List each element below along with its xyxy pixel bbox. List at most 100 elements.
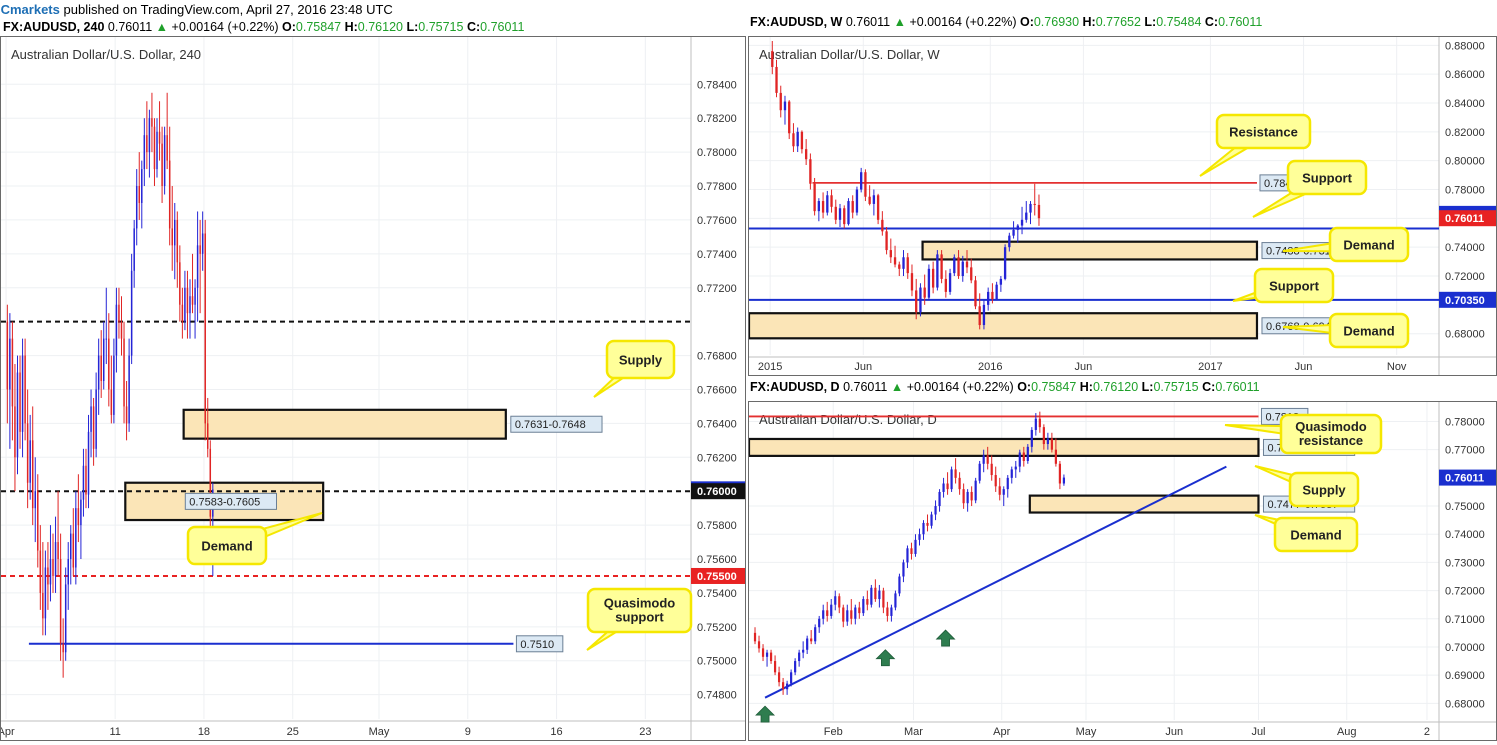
y-tick-label: 0.75200: [697, 622, 737, 634]
candle-body: [163, 135, 166, 187]
y-tick-label: 0.77000: [1445, 445, 1485, 457]
candle-body: [92, 406, 95, 449]
daily-last: 0.76011: [843, 380, 888, 394]
daily-up-arrow-icon: ▲: [890, 380, 904, 394]
weekly-high: 0.77652: [1095, 15, 1141, 29]
candle-body: [958, 477, 961, 490]
candle-body: [1012, 229, 1015, 236]
h4-chart[interactable]: 0.78400 0.78200 0.78000 0.77800 0.77600 0.774…: [0, 37, 745, 740]
candle-body: [966, 491, 969, 504]
candle-body: [878, 590, 881, 600]
candle-body: [189, 296, 191, 314]
candle-body: [123, 338, 125, 407]
candle-body: [868, 196, 871, 204]
price-badge-label: 0.70350: [1445, 295, 1485, 307]
candle-body: [135, 186, 138, 229]
candle-body: [194, 287, 196, 305]
callout-label: Support: [1269, 279, 1319, 294]
candle-body: [9, 338, 11, 390]
candle-body: [850, 610, 853, 619]
candle-body: [26, 423, 29, 483]
candle-body: [821, 201, 825, 213]
candle-body: [987, 291, 990, 305]
candle-body: [110, 389, 113, 415]
candle-body: [962, 489, 965, 504]
candle-body: [781, 682, 785, 690]
brand-link[interactable]: ICmarkets: [0, 2, 60, 17]
candle-body: [1038, 418, 1041, 428]
daily-ohlc-line: FX:AUDUSD, D 0.76011 ▲ +0.00164 (+0.22%)…: [750, 380, 1260, 394]
candle-body: [11, 338, 14, 407]
callout-label: Supply: [619, 353, 663, 368]
candle-body: [62, 643, 64, 653]
candle-body: [14, 406, 16, 458]
y-tick-label: 0.82000: [1445, 127, 1485, 139]
callout-box: [1253, 267, 1335, 304]
candle-body: [923, 287, 926, 298]
candle-body: [775, 66, 778, 93]
candle-body: [876, 195, 880, 220]
x-tick-label: Jun: [854, 361, 872, 373]
candle-body: [814, 627, 817, 642]
candle-body: [919, 287, 922, 313]
daily-chart-panel[interactable]: 0.78000 0.77000 0.75000 0.74000 0.73000 0.720…: [747, 401, 1497, 741]
candle-body: [798, 652, 801, 662]
candle-body: [19, 372, 21, 432]
level-label-box: [515, 635, 564, 653]
candle-body: [1033, 203, 1036, 205]
candle-body: [990, 463, 993, 476]
candle-body: [790, 672, 793, 684]
candle-body: [204, 233, 206, 424]
candle-body: [209, 448, 212, 517]
candle-body: [118, 304, 120, 322]
candle-body: [138, 186, 141, 203]
price-badge-label: 0.76011: [1445, 473, 1484, 485]
y-tick-label: 0.74800: [697, 690, 737, 702]
candle-body: [146, 135, 148, 153]
candle-body: [34, 491, 36, 509]
candle-body: [108, 338, 110, 390]
candle-body: [965, 261, 969, 268]
y-tick-label: 0.77600: [697, 215, 737, 227]
candle-body: [970, 491, 973, 501]
weekly-chart[interactable]: 0.88000 0.86000 0.84000 0.82000 0.80000 0.780…: [747, 37, 1496, 375]
candle-body: [39, 550, 42, 593]
h4-ohlc-line: FX:AUDUSD, 240 0.76011 ▲ +0.00164 (+0.22…: [3, 20, 525, 34]
candle-body: [800, 131, 804, 150]
callout-label: Demand: [1290, 528, 1341, 543]
candle-body: [830, 604, 833, 616]
candle-body: [1025, 212, 1028, 220]
y-tick-label: 0.78000: [1445, 417, 1485, 429]
candle-body: [148, 118, 151, 153]
candle-body: [922, 522, 925, 535]
y-tick-label: 0.78000: [1445, 185, 1485, 197]
candle-body: [995, 284, 998, 300]
h4-chart-panel[interactable]: 0.78400 0.78200 0.78000 0.77800 0.77600 0.774…: [0, 36, 746, 741]
daily-low: 0.75715: [1153, 380, 1199, 394]
candle-body: [862, 599, 865, 614]
candle-body: [982, 455, 985, 464]
candle-body: [794, 661, 797, 673]
weekly-chart-panel[interactable]: 0.88000 0.86000 0.84000 0.82000 0.80000 0.780…: [747, 36, 1497, 376]
x-tick-label: 2016: [978, 361, 1002, 373]
zone-label: 0.7631-0.7648: [515, 419, 586, 431]
candle-body: [196, 245, 199, 288]
callout-box: [1279, 413, 1383, 455]
candle-body: [854, 607, 857, 619]
y-tick-label: 0.72000: [1445, 271, 1485, 283]
candle-body: [847, 201, 850, 225]
y-tick-label: 0.73000: [1445, 557, 1485, 569]
daily-chart[interactable]: 0.78000 0.77000 0.75000 0.74000 0.73000 0.720…: [747, 402, 1496, 740]
candle-body: [860, 172, 863, 190]
candle-body: [113, 355, 115, 415]
candle-body: [59, 559, 62, 644]
candle-body: [998, 486, 1001, 495]
y-tick-label: 0.76600: [697, 384, 737, 396]
candle-body: [151, 118, 153, 127]
candle-body: [1046, 438, 1049, 445]
price-badge-label: 0.76011: [1445, 213, 1484, 225]
x-tick-label: 18: [198, 726, 210, 738]
candle-body: [885, 231, 888, 251]
callout-box: [1288, 471, 1360, 508]
candle-body: [153, 126, 156, 170]
